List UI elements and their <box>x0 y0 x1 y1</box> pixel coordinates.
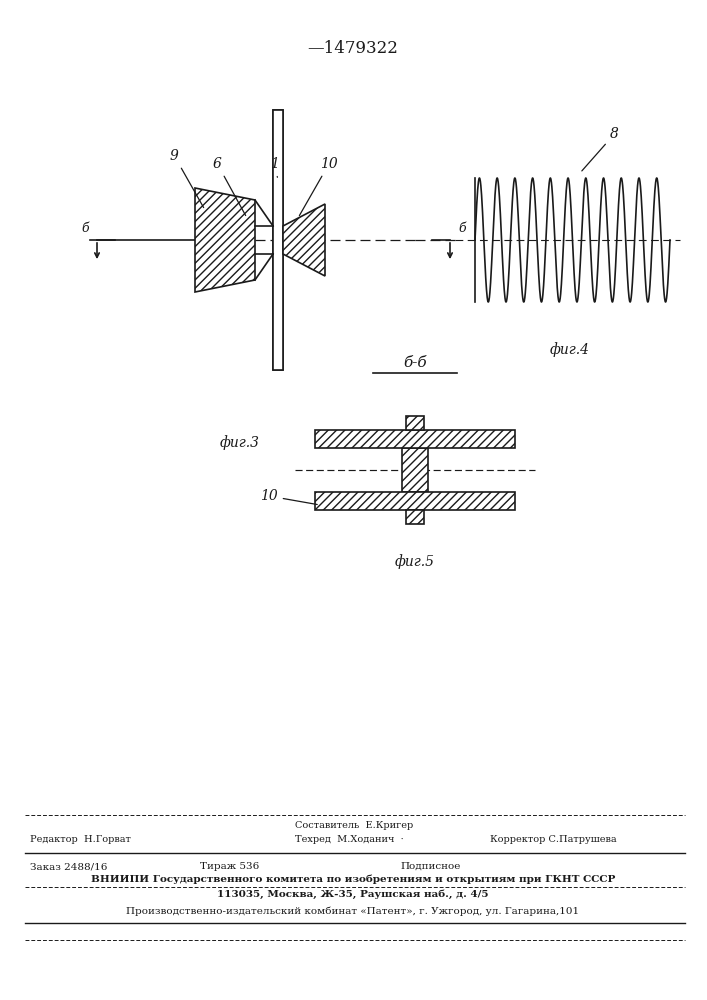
Polygon shape <box>283 204 325 276</box>
Bar <box>315 430 515 448</box>
Text: фиг.5: фиг.5 <box>395 554 435 569</box>
Bar <box>315 430 515 448</box>
Bar <box>406 510 424 524</box>
Bar <box>406 416 424 430</box>
Bar <box>402 448 428 492</box>
Bar <box>406 510 424 524</box>
Text: Редактор  Н.Горват: Редактор Н.Горват <box>30 835 131 844</box>
Text: ВНИИПИ Государственного комитета по изобретениям и открытиям при ГКНТ СССР: ВНИИПИ Государственного комитета по изоб… <box>90 875 615 884</box>
Bar <box>273 110 283 370</box>
Text: б: б <box>458 222 466 235</box>
Text: Производственно-издательский комбинат «Патент», г. Ужгород, ул. Гагарина,101: Производственно-издательский комбинат «П… <box>127 906 580 916</box>
Text: Техред  М.Ходанич  ·: Техред М.Ходанич · <box>295 835 404 844</box>
Text: Корректор С.Патрушева: Корректор С.Патрушева <box>490 835 617 844</box>
Text: Тираж 536: Тираж 536 <box>200 862 259 871</box>
Bar <box>273 110 283 370</box>
Text: фиг.4: фиг.4 <box>550 342 590 357</box>
Polygon shape <box>195 188 255 292</box>
Bar <box>315 492 515 510</box>
Text: —1479322: —1479322 <box>308 40 399 57</box>
Text: Заказ 2488/16: Заказ 2488/16 <box>30 862 107 871</box>
Bar <box>315 492 515 510</box>
Text: 10: 10 <box>299 157 338 216</box>
Text: б-б: б-б <box>403 356 427 370</box>
Text: 9: 9 <box>170 149 204 208</box>
Text: 1: 1 <box>270 157 279 177</box>
Text: 6: 6 <box>213 157 245 216</box>
Text: 8: 8 <box>582 127 619 171</box>
Text: 113035, Москва, Ж-35, Раушская наб., д. 4/5: 113035, Москва, Ж-35, Раушская наб., д. … <box>217 889 489 899</box>
Text: Подписное: Подписное <box>400 862 460 871</box>
Bar <box>406 416 424 430</box>
Bar <box>402 448 428 492</box>
Text: б: б <box>81 222 89 235</box>
Text: фиг.3: фиг.3 <box>220 435 260 450</box>
Text: 10: 10 <box>260 489 317 505</box>
Text: Составитель  Е.Кригер: Составитель Е.Кригер <box>295 821 414 830</box>
Bar <box>273 110 283 370</box>
